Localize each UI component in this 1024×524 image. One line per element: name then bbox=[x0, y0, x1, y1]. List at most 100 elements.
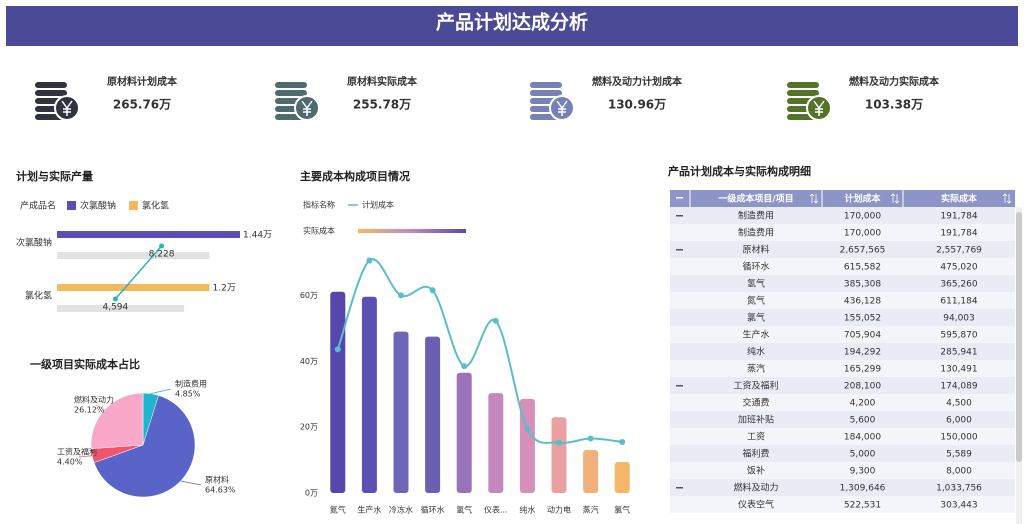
bar bbox=[57, 305, 185, 312]
legend-gradient-bar bbox=[358, 229, 466, 233]
chart-title: 一级项目实际成本占比 bbox=[30, 357, 140, 371]
line-point bbox=[461, 363, 468, 370]
kpi-icon-yen bbox=[556, 100, 568, 116]
table-row bbox=[670, 241, 1015, 258]
table-row bbox=[670, 309, 1015, 326]
kpi-value: 130.96万 bbox=[608, 98, 666, 112]
line bbox=[114, 245, 163, 300]
kpi-value: 255.78万 bbox=[353, 98, 411, 112]
table-cell: 170,000 bbox=[844, 229, 881, 239]
table-row bbox=[670, 496, 1015, 513]
table-cell: 9,300 bbox=[850, 467, 876, 477]
legend-title: 产成品名 bbox=[20, 200, 56, 212]
kpi-icon-coin bbox=[35, 82, 67, 88]
chart-title: 计划与实际产量 bbox=[16, 169, 93, 183]
table-cell: 氢气 bbox=[747, 278, 765, 290]
table-row bbox=[670, 292, 1015, 309]
collapse-icon bbox=[676, 385, 683, 387]
table-row bbox=[670, 343, 1015, 360]
table-cell: 285,941 bbox=[940, 348, 977, 358]
kpi-icon-yen bbox=[301, 100, 313, 116]
sort-icon bbox=[809, 193, 819, 204]
table-cell: 170,000 bbox=[844, 212, 881, 222]
column-header: 计划成本 bbox=[844, 193, 881, 205]
y-tick-label: 0万 bbox=[305, 489, 318, 498]
pie-label: 燃料及动力 bbox=[74, 395, 114, 405]
table-cell: 蒸汽 bbox=[747, 363, 765, 375]
kpi-icon-coin bbox=[275, 90, 307, 96]
table-cell: 氮气 bbox=[747, 295, 765, 307]
x-tick-label: 动力电 bbox=[547, 505, 571, 515]
table-cell: 155,052 bbox=[844, 314, 881, 324]
collapse-icon bbox=[676, 215, 683, 217]
table-cell: 150,000 bbox=[940, 433, 977, 443]
kpi-icon-coin bbox=[530, 90, 562, 96]
table-cell: 191,784 bbox=[940, 229, 977, 239]
table-cell: 循环水 bbox=[742, 261, 769, 273]
table-cell: 4,500 bbox=[946, 399, 972, 409]
table-cell: 130,491 bbox=[940, 365, 977, 375]
table-cell: 氯气 bbox=[747, 312, 765, 324]
table-cell: 制造费用 bbox=[738, 210, 774, 222]
value-label: 1.44万 bbox=[243, 231, 272, 241]
table-cell: 原材料 bbox=[742, 244, 769, 256]
y-category-label: 氯化氢 bbox=[25, 290, 52, 302]
table-header bbox=[670, 190, 1015, 207]
x-tick-label: 循环水 bbox=[421, 505, 445, 515]
line bbox=[336, 258, 623, 444]
y-tick-label: 40万 bbox=[300, 357, 318, 366]
kpi-value: 103.38万 bbox=[865, 98, 923, 112]
table-cell: 194,292 bbox=[844, 348, 881, 358]
table-cell: 522,531 bbox=[844, 501, 881, 511]
collapse-icon bbox=[676, 249, 683, 251]
column-header: 一级成本项目/项目 bbox=[718, 193, 793, 205]
x-tick-label: 氮气 bbox=[330, 505, 346, 515]
kpi-card: 燃料及动力计划成本 130.96万 bbox=[530, 75, 683, 121]
pie-label: 原材料 bbox=[205, 475, 229, 485]
line-point bbox=[334, 346, 341, 353]
bar bbox=[614, 462, 630, 493]
line-point bbox=[619, 438, 626, 445]
table-cell: 184,000 bbox=[844, 433, 881, 443]
bar bbox=[57, 284, 210, 291]
legend-swatch bbox=[129, 201, 139, 210]
sort-icon bbox=[890, 193, 900, 204]
sort-icon bbox=[1002, 193, 1012, 204]
pie-value-label: 4.85% bbox=[175, 390, 201, 399]
line-point bbox=[524, 426, 531, 433]
bar bbox=[361, 296, 377, 493]
table-row bbox=[670, 275, 1015, 292]
value-label: 1.2万 bbox=[213, 284, 236, 294]
bar bbox=[456, 372, 472, 493]
line-point bbox=[398, 292, 404, 299]
table-cell: 174,089 bbox=[940, 382, 977, 392]
x-tick-label: 氢气 bbox=[456, 505, 472, 515]
kpi-label: 原材料计划成本 bbox=[107, 75, 178, 88]
line-point bbox=[556, 439, 562, 446]
pie-value-label: 26.12% bbox=[74, 406, 105, 415]
bar bbox=[57, 252, 210, 259]
bar bbox=[583, 450, 599, 493]
table-cell: 1,309,646 bbox=[840, 484, 886, 494]
table-cell: 5,000 bbox=[850, 450, 876, 460]
table-row bbox=[670, 326, 1015, 343]
x-tick-label: 冷冻水 bbox=[389, 505, 413, 515]
table-cell: 制造费用 bbox=[738, 227, 774, 239]
legend-label: 氯化氢 bbox=[142, 200, 169, 212]
table-cell: 福利费 bbox=[742, 448, 769, 460]
table-cell: 165,299 bbox=[844, 365, 881, 375]
legend-swatch bbox=[67, 201, 76, 210]
x-tick-label: 仪表... bbox=[484, 505, 508, 515]
table-row bbox=[670, 377, 1015, 394]
table-row bbox=[670, 224, 1015, 241]
table-row bbox=[670, 258, 1015, 275]
bar bbox=[519, 398, 535, 493]
x-tick-label: 纯水 bbox=[519, 505, 535, 515]
bar bbox=[551, 417, 567, 493]
page-title: 产品计划达成分析 bbox=[436, 11, 588, 34]
value-label: 8,228 bbox=[149, 250, 175, 260]
table-cell: 611,184 bbox=[940, 297, 977, 307]
bar bbox=[393, 331, 409, 493]
bar bbox=[330, 291, 346, 493]
table-title: 产品计划成本与实际构成明细 bbox=[668, 164, 811, 178]
